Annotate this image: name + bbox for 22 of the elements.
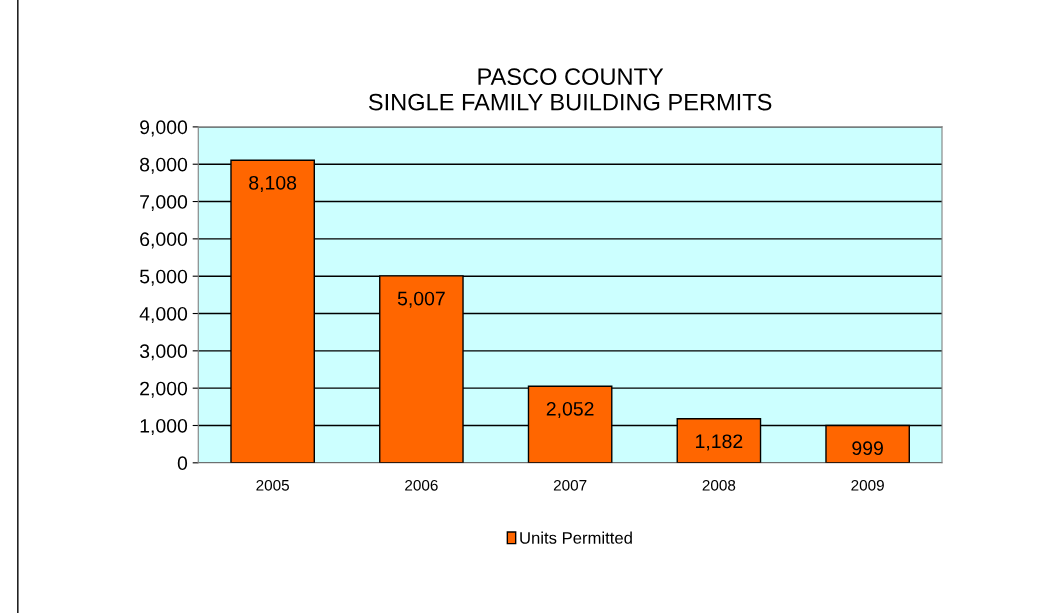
y-tick-label: 1,000 — [140, 418, 188, 436]
y-tick-label: 4,000 — [139, 306, 188, 324]
legend-label: Units Permitted — [520, 531, 632, 544]
x-tick-label: 2005 — [256, 479, 289, 491]
x-tick-label: 2008 — [702, 479, 736, 491]
y-tick-label: 7,000 — [140, 195, 188, 212]
y-tick-label: 3,000 — [139, 344, 188, 361]
x-tick-label: 2007 — [553, 479, 587, 491]
chart-title: PASCO COUNTY SINGLE FAMILY BUILDING PERMITS — [368, 68, 772, 111]
y-tick-label: 2,000 — [140, 381, 188, 398]
x-tick-label: 2009 — [851, 479, 884, 491]
y-tick-label: 9,000 — [140, 120, 188, 137]
x-tick-label: 2006 — [405, 479, 438, 491]
data-label: 1,182 — [696, 434, 743, 451]
y-tick-label: 6,000 — [140, 232, 188, 249]
data-label: 2,052 — [546, 401, 594, 419]
y-tick-label: 0 — [177, 456, 188, 471]
data-label: 999 — [852, 441, 883, 456]
y-tick-label: 5,000 — [139, 269, 188, 286]
y-tick-label: 8,000 — [140, 157, 188, 174]
data-label: 5,007 — [397, 291, 445, 308]
data-label: 8,108 — [249, 175, 297, 192]
